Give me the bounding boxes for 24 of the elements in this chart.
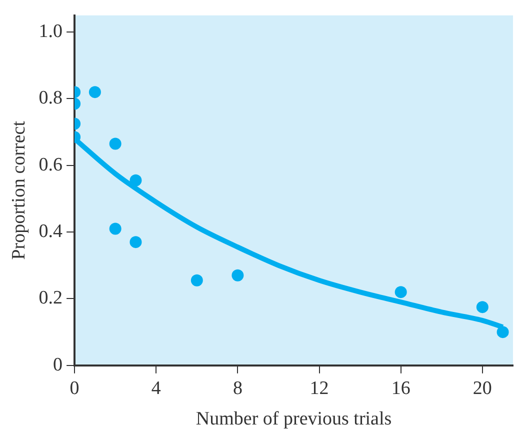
y-tick-label: 0.8 [38,88,63,109]
point [109,222,122,235]
x-tick-label: 20 [472,378,492,399]
y-tick-label: 0.2 [38,288,63,309]
x-tick-label: 0 [70,378,80,399]
point [130,174,142,186]
y-tick-label: 0 [53,354,63,376]
point [109,138,122,150]
x-axis-title: Number of previous trials [196,408,392,430]
x-tick-label: 12 [310,378,329,399]
x-tick-label: 4 [151,378,162,399]
point [394,286,407,298]
point [476,301,488,314]
y-tick-label: 0.6 [38,154,63,176]
point [130,236,142,248]
point [88,86,101,98]
point [190,274,203,286]
x-tick-label: 16 [391,378,410,399]
y-tick-label: 0.4 [38,221,64,242]
x-tick-label: 8 [232,378,242,399]
point [496,326,509,338]
y-axis-title: Proportion correct [8,120,30,260]
y-tick-label: 1.0 [38,21,63,42]
point [232,269,244,282]
